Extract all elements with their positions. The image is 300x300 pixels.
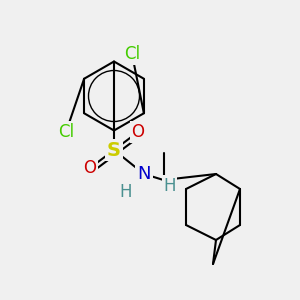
Text: S: S	[107, 140, 121, 160]
Text: Cl: Cl	[58, 123, 74, 141]
Text: H: H	[120, 183, 132, 201]
Text: Cl: Cl	[124, 45, 140, 63]
Text: N: N	[137, 165, 151, 183]
Text: O: O	[131, 123, 145, 141]
Text: O: O	[83, 159, 97, 177]
Text: H: H	[163, 177, 176, 195]
